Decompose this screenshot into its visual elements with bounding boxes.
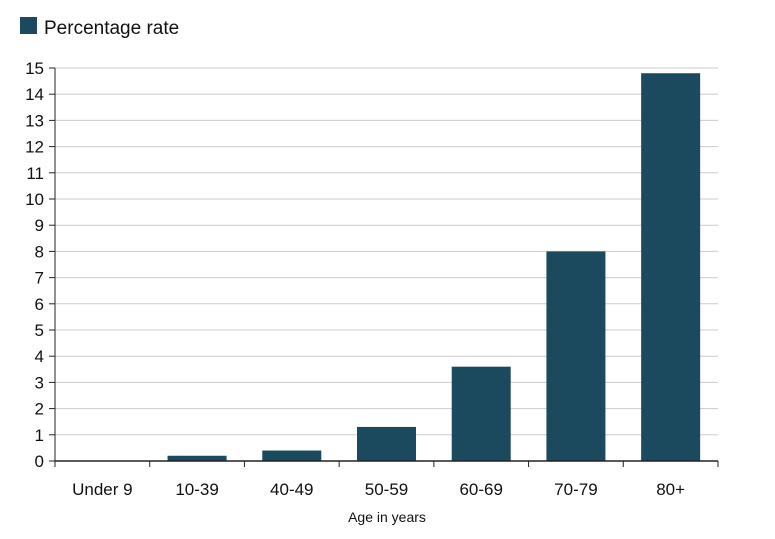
x-tick-label: Under 9 — [72, 480, 132, 499]
legend-swatch — [20, 17, 37, 34]
y-tick-label: 8 — [35, 242, 44, 261]
y-tick-label: 10 — [25, 190, 44, 209]
x-tick-label: 80+ — [656, 480, 685, 499]
y-tick-label: 9 — [35, 216, 44, 235]
y-tick-label: 5 — [35, 321, 44, 340]
y-tick-label: 2 — [35, 400, 44, 419]
y-tick-label: 1 — [35, 426, 44, 445]
axes — [54, 68, 718, 462]
bar-50-59 — [357, 426, 416, 461]
x-tick-label: 10-39 — [175, 480, 218, 499]
y-tick-label: 15 — [25, 59, 44, 78]
y-tick-label: 13 — [25, 111, 44, 130]
bar-40-49 — [262, 450, 322, 461]
x-tick-label: 40-49 — [270, 480, 313, 499]
x-tick-label: 50-59 — [365, 480, 408, 499]
y-tick-label: 7 — [35, 269, 44, 288]
y-tick-label: 3 — [35, 373, 44, 392]
y-tick-label: 0 — [35, 452, 44, 471]
bars — [167, 73, 701, 462]
x-axis-ticks: Under 9 10-39 40-49 50-59 60-69 70-79 80+ — [54, 461, 719, 499]
legend-label: Percentage rate — [44, 18, 179, 39]
bar-70-79 — [546, 251, 606, 461]
gridlines — [55, 67, 718, 436]
x-tick-label: 70-79 — [554, 480, 597, 499]
y-tick-label: 11 — [26, 164, 44, 183]
y-tick-label: 6 — [35, 295, 44, 314]
x-tick-label: 60-69 — [459, 480, 502, 499]
bar-60-69 — [451, 366, 511, 461]
y-tick-label: 14 — [25, 85, 44, 104]
y-tick-label: 12 — [25, 138, 44, 157]
bar-10-39 — [167, 455, 227, 461]
bar-80- — [641, 73, 701, 462]
legend: Percentage rate — [20, 17, 179, 39]
x-axis-title: Age in years — [348, 509, 426, 525]
y-tick-label: 4 — [35, 347, 44, 366]
